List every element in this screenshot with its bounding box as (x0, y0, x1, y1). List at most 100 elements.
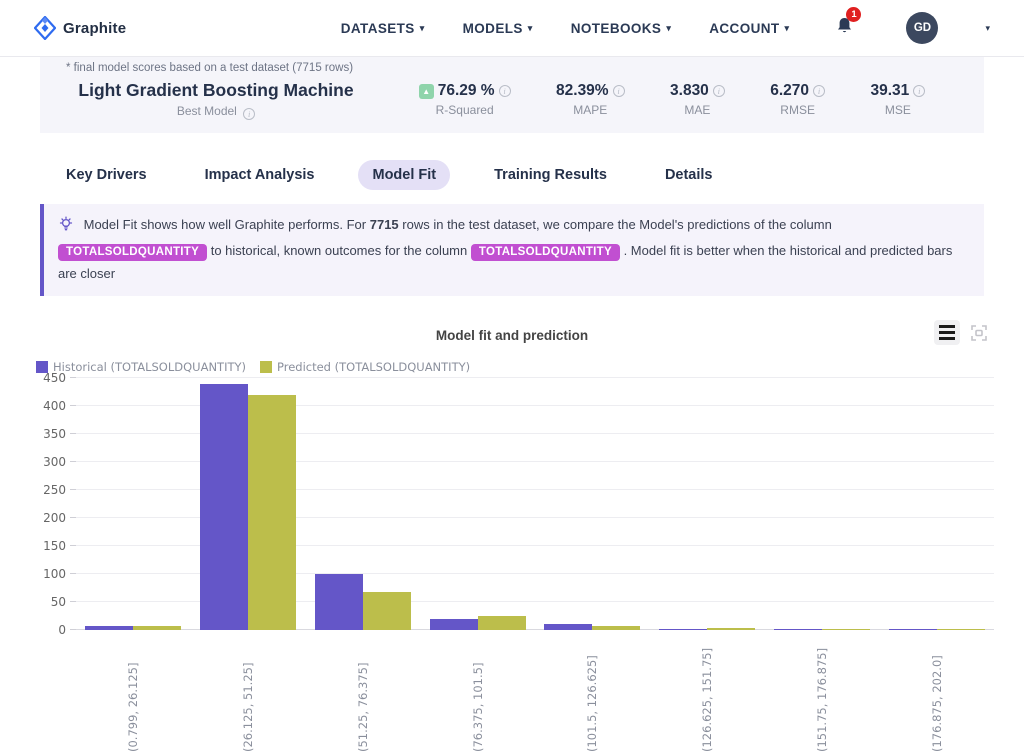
banner-text-1: Model Fit shows how well Graphite perfor… (83, 217, 367, 232)
bar-group (535, 378, 650, 631)
tab-impact-analysis[interactable]: Impact Analysis (204, 167, 315, 183)
bar[interactable] (936, 628, 985, 631)
column-badge: TOTALSOLDQUANTITY (470, 243, 620, 261)
metric-mse: 39.31 i MSE (870, 82, 926, 117)
nav-item-label: MODELS (462, 20, 523, 36)
avatar-chevron-down-icon[interactable]: ▾ (985, 22, 990, 33)
y-tick-label: 300 (43, 455, 66, 470)
metrics-row: ▲ 76.29 % i R-Squared 82.39% i MAPE 3.830 i MAE 6.… (366, 80, 958, 117)
x-slot: (76.375, 101.5] (420, 630, 535, 752)
y-axis: 0 50 100 150 200 250 300 350 400 450 (30, 371, 76, 637)
lightbulb-icon (58, 216, 78, 235)
chevron-down-icon: ▾ (527, 22, 533, 33)
bar[interactable] (477, 616, 526, 631)
x-tick-label: (101.5, 126.625] (585, 655, 600, 753)
tab-model-fit[interactable]: Model Fit (358, 160, 451, 190)
y-tick-mark (70, 377, 76, 379)
fullscreen-icon[interactable] (970, 324, 988, 342)
legend-label: Predicted (TOTALSOLDQUANTITY) (277, 360, 471, 375)
bar-group (76, 378, 191, 631)
bar[interactable] (592, 626, 641, 631)
chevron-down-icon: ▾ (666, 22, 672, 33)
y-tick-mark (70, 573, 76, 575)
metric-label: MSE (884, 103, 911, 117)
bar[interactable] (248, 395, 297, 631)
info-icon[interactable]: i (813, 85, 826, 97)
y-tick-mark (70, 545, 76, 547)
gridline (76, 601, 994, 603)
bar[interactable] (362, 592, 411, 631)
x-tick-label: (51.25, 76.375] (355, 662, 370, 753)
nav-item-account[interactable]: ACCOUNT ▾ (709, 21, 789, 36)
y-tick-mark (70, 601, 76, 603)
result-tabs: Key Drivers Impact Analysis Model Fit Train… (52, 160, 984, 190)
nav-item-notebooks[interactable]: NOTEBOOKS ▾ (571, 21, 672, 36)
nav-item-label: NOTEBOOKS (570, 20, 662, 36)
gridline (76, 629, 994, 631)
metric-value: 3.830 (670, 82, 709, 99)
metric-value-row: 82.39% i (556, 82, 625, 100)
notification-badge: 1 (846, 6, 862, 22)
model-fit-info-banner: Model Fit shows how well Graphite perfor… (40, 204, 984, 297)
gridline (76, 517, 994, 519)
column-badge: TOTALSOLDQUANTITY (58, 243, 208, 261)
metric-label: MAE (684, 103, 711, 117)
bar-group (420, 378, 535, 631)
model-name: Light Gradient Boosting Machine (78, 80, 354, 100)
y-tick-mark (70, 629, 76, 631)
gridline (76, 433, 994, 435)
bar[interactable] (314, 574, 363, 631)
info-icon[interactable]: i (498, 85, 511, 97)
info-icon[interactable]: i (712, 85, 725, 97)
bar[interactable] (773, 628, 822, 631)
gridline (76, 545, 994, 547)
tab-training-results[interactable]: Training Results (494, 167, 607, 183)
y-tick-label: 250 (43, 483, 66, 498)
bar[interactable] (200, 383, 249, 631)
bar[interactable] (888, 628, 937, 631)
bar-group (191, 378, 306, 631)
tab-key-drivers[interactable]: Key Drivers (66, 167, 147, 183)
info-icon[interactable]: i (612, 85, 625, 97)
y-tick-mark (70, 461, 76, 463)
legend-item[interactable]: Predicted (TOTALSOLDQUANTITY) (260, 360, 470, 374)
x-axis: (0.799, 26.125] (26.125, 51.25] (51.25, 76… (76, 630, 994, 752)
legend-label: Historical (TOTALSOLDQUANTITY) (53, 360, 246, 375)
bar[interactable] (659, 628, 708, 631)
model-summary-panel: * final model scores based on a test dat… (40, 57, 984, 133)
chart-legend: Historical (TOTALSOLDQUANTITY) Predicted … (36, 360, 994, 374)
metric-label: R-Squared (435, 103, 494, 117)
bar[interactable] (544, 623, 593, 631)
metric-label: MAPE (573, 103, 608, 117)
bar-group (306, 378, 421, 631)
nav-item-models[interactable]: MODELS ▾ (463, 21, 533, 36)
chevron-down-icon: ▾ (784, 22, 790, 33)
legend-item[interactable]: Historical (TOTALSOLDQUANTITY) (36, 360, 246, 374)
bar-group (765, 378, 880, 631)
x-slot: (26.125, 51.25] (191, 630, 306, 752)
x-slot: (126.625, 151.75] (650, 630, 765, 752)
info-icon[interactable]: i (243, 108, 256, 120)
brand-logo[interactable]: Graphite (34, 16, 126, 40)
legend-swatch (260, 361, 272, 374)
chart-menu-icon[interactable] (934, 320, 960, 346)
gridline (76, 489, 994, 491)
metric-label: RMSE (780, 103, 815, 117)
bar[interactable] (429, 618, 478, 631)
gridline (76, 405, 994, 407)
bar[interactable] (133, 626, 182, 631)
bar[interactable] (707, 628, 756, 631)
tab-details[interactable]: Details (664, 167, 713, 183)
avatar[interactable]: GD (906, 12, 939, 44)
metric-value-row: ▲ 76.29 % i (418, 82, 511, 100)
banner-rows-count: 7715 (369, 217, 399, 232)
model-subtitle: Best Model i (66, 104, 366, 120)
bar[interactable] (85, 626, 134, 631)
gridline (76, 461, 994, 463)
nav-item-datasets[interactable]: DATASETS ▾ (341, 21, 425, 36)
x-slot: (0.799, 26.125] (76, 630, 191, 752)
bar[interactable] (821, 628, 870, 631)
info-icon[interactable]: i (913, 85, 926, 97)
top-nav: Graphite DATASETS ▾ MODELS ▾ NOTEBOOKS ▾ ACCOU… (0, 0, 1024, 57)
notifications-bell-icon[interactable]: 1 (835, 6, 862, 41)
